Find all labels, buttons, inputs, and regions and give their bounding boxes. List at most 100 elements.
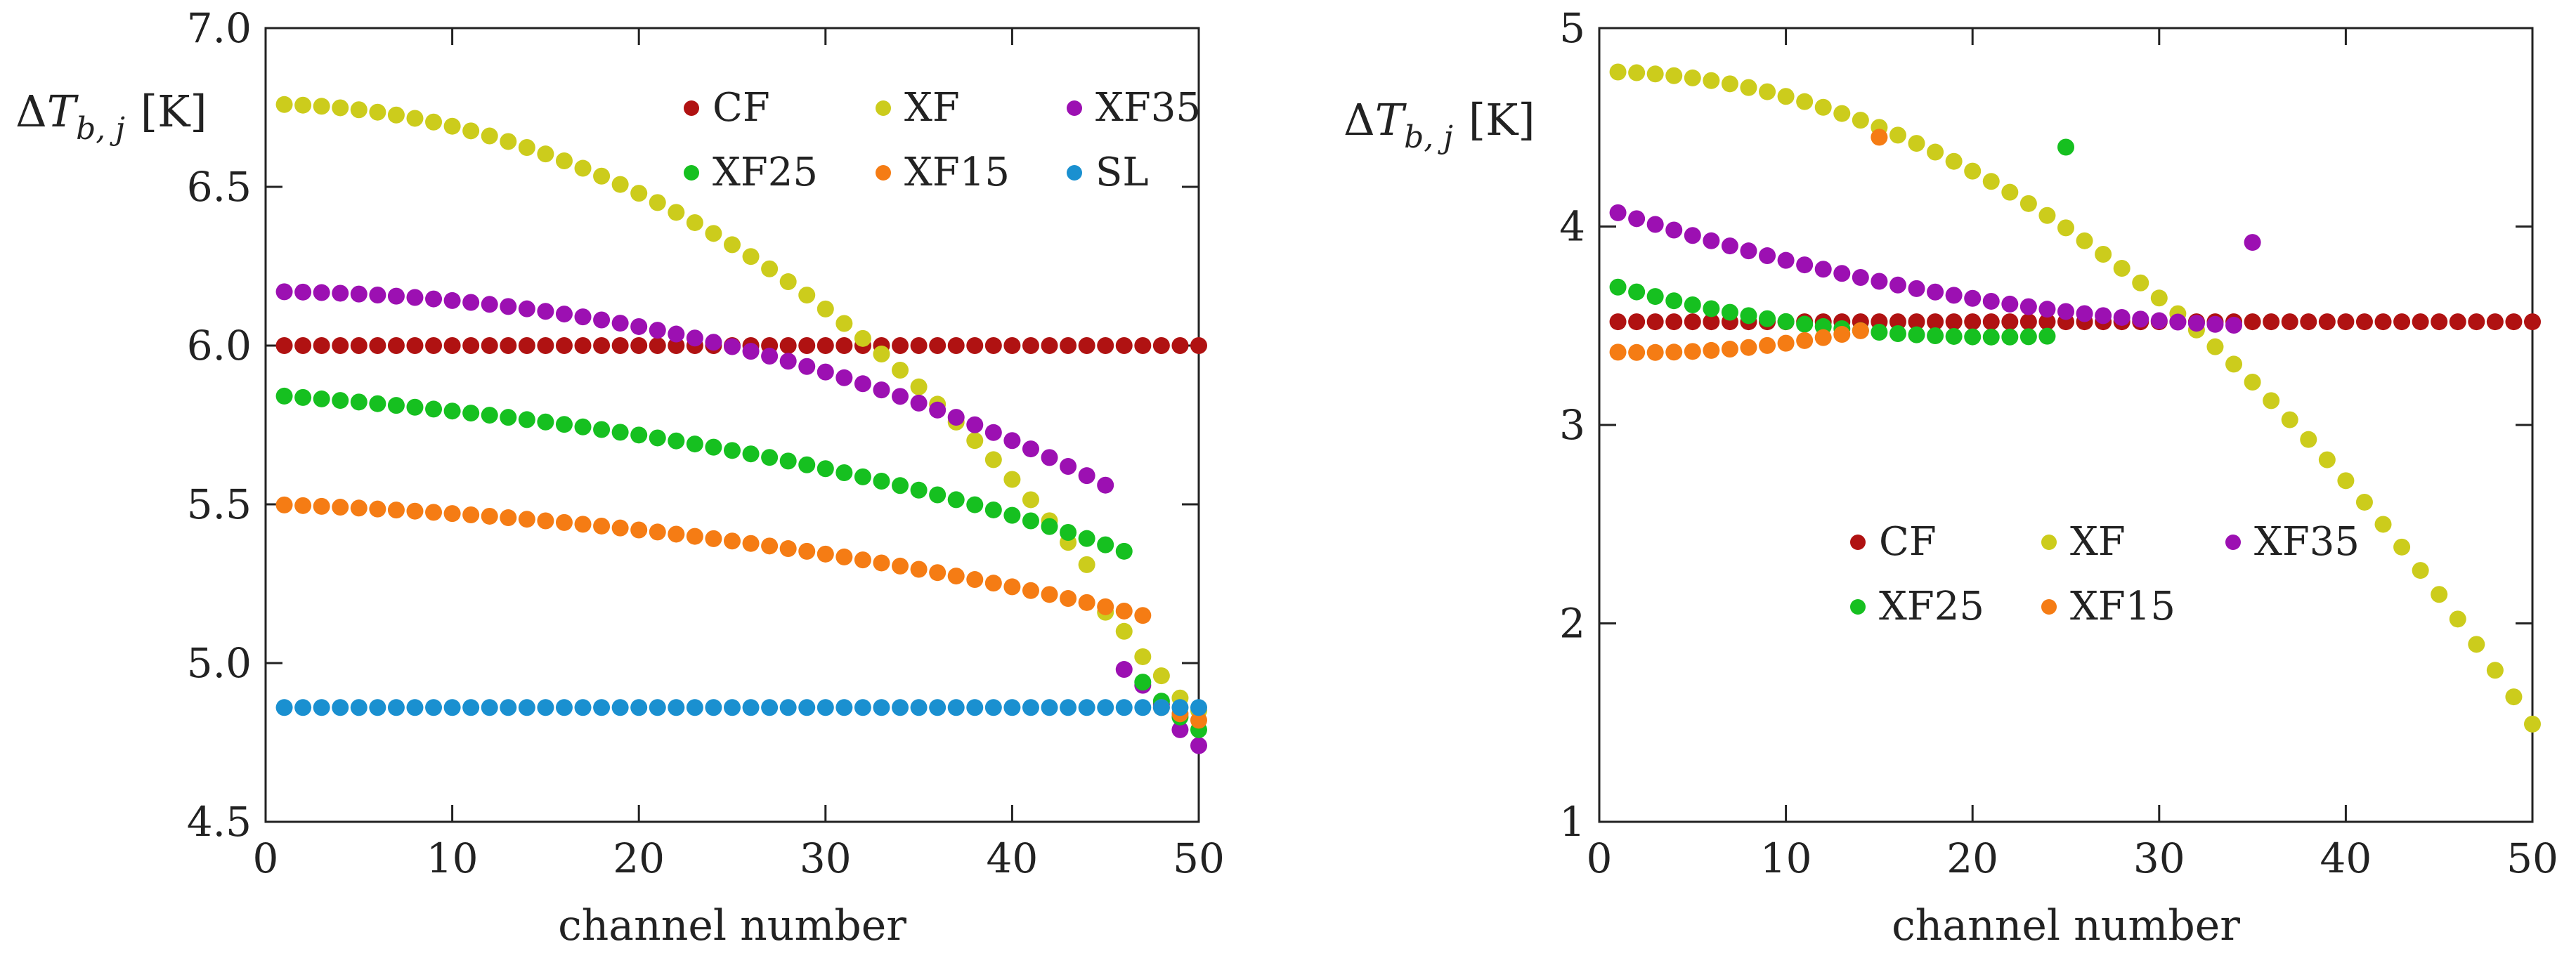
data-point-xf15 [1134,607,1152,624]
data-point-sl [1152,699,1170,716]
x-axis-label: channel number [558,901,906,950]
data-point-xf [892,361,909,379]
data-point-xf15 [443,505,461,523]
data-point-cf [518,337,535,354]
data-point-xf35 [649,322,666,339]
legend-marker-xf15 [2041,599,2057,615]
data-point-cf [611,337,629,354]
data-point-xf35 [555,306,573,323]
data-point-xf25 [966,496,984,513]
data-point-xf [555,152,573,170]
data-point-xf [406,110,424,127]
data-point-xf15 [1190,712,1207,729]
data-point-xf25 [1684,296,1701,314]
data-point-xf25 [668,432,685,450]
data-point-sl [1078,699,1095,716]
plot-frame [264,27,1200,823]
data-point-xf [1740,79,1757,96]
data-point-cf [798,337,816,354]
data-point-cf [649,337,666,354]
data-point-xf [724,236,741,254]
data-point-sl [966,699,984,716]
data-point-xf25 [892,477,909,494]
data-point-xf35 [835,369,853,386]
data-point-cf [630,337,648,354]
data-point-sl [611,699,629,716]
data-point-cf [350,337,367,354]
data-point-xf25 [406,398,424,416]
data-point-xf [275,96,293,113]
data-point-xf35 [275,283,293,301]
legend-marker-xf [2041,535,2057,550]
data-point-xf [1796,93,1814,110]
data-point-xf25 [1945,327,1963,345]
data-point-xf [611,176,629,193]
data-point-cf [2393,313,2411,331]
data-point-xf15 [1646,343,1664,361]
data-point-sl [668,699,685,716]
data-point-xf35 [1964,289,1982,307]
data-point-cf [2001,313,2019,331]
data-point-xf35 [1814,261,1832,278]
data-point-xf15 [1796,332,1814,349]
data-point-cf [1152,337,1170,354]
data-point-xf25 [947,491,965,509]
data-point-xf [2132,274,2149,291]
data-point-sl [892,699,909,716]
data-point-cf [1171,337,1189,354]
legend-marker-xf [876,100,891,116]
data-point-xf15 [724,532,741,550]
data-point-xf [1721,75,1738,93]
data-point-xf25 [1003,506,1021,524]
data-point-xf [2505,688,2523,706]
data-point-xf25 [387,397,405,414]
data-point-xf25 [1041,518,1058,535]
data-point-xf35 [761,348,779,365]
data-point-xf25 [2057,138,2074,156]
data-point-cf [1041,337,1058,354]
data-point-xf15 [1721,341,1738,358]
data-point-xf [2449,610,2466,628]
data-point-xf35 [2057,303,2074,320]
data-point-sl [406,699,424,716]
data-point-xf15 [966,571,984,589]
data-point-cf [1646,313,1664,331]
data-point-cf [443,337,461,354]
data-point-xf35 [462,294,480,311]
data-point-cf [892,337,909,354]
data-point-xf [1908,135,1925,152]
data-point-xf15 [1684,343,1701,360]
data-point-xf25 [1740,307,1757,325]
data-point-xf15 [630,521,648,539]
data-point-xf [2374,516,2392,533]
data-point-cf [1908,313,1925,331]
data-point-xf25 [910,481,928,499]
data-point-xf25 [332,392,349,410]
data-point-sl [705,699,722,716]
data-point-xf15 [1814,329,1832,346]
data-point-xf [817,300,834,317]
data-point-xf25 [2038,327,2056,345]
data-point-xf [1078,556,1095,573]
data-point-cf [2486,313,2504,331]
data-point-xf15 [910,561,928,578]
data-point-cf [2374,313,2392,331]
data-point-cf [1078,337,1095,354]
y-tick-label: 5.5 [187,480,252,528]
data-point-sl [443,699,461,716]
data-point-xf25 [1134,674,1152,691]
data-point-sl [1171,699,1189,716]
data-point-xf [984,451,1002,469]
data-point-cf [2263,313,2280,331]
data-point-xf35 [1115,661,1133,679]
series-xf35 [1609,204,2261,334]
legend-marker-cf [1850,535,1866,550]
data-point-xf35 [892,388,909,405]
data-point-xf35 [313,284,330,301]
data-point-xf15 [761,537,779,555]
data-point-sl [574,699,592,716]
data-point-xf35 [1097,476,1114,494]
data-point-xf25 [369,395,386,412]
data-point-sl [910,699,928,716]
data-point-sl [873,699,890,716]
